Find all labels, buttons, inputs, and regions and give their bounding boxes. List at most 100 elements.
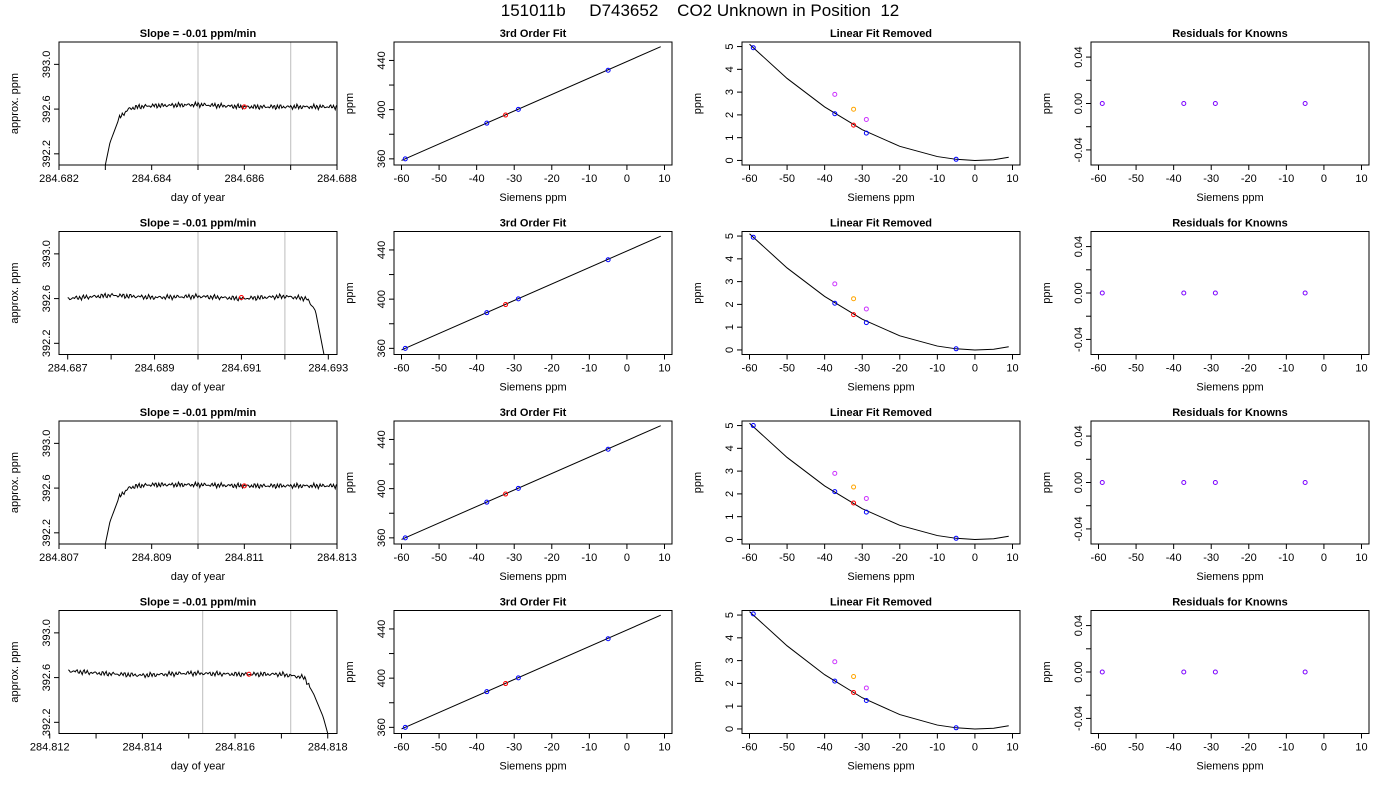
x-tick-label: -50 (431, 552, 447, 564)
x-tick-label: -10 (929, 173, 945, 185)
data-point (750, 234, 756, 240)
x-tick-label: -10 (929, 363, 945, 375)
panel-time-row-2: 284.807 284.809 284.811 284.813 392.2 392.6 39… (9, 407, 357, 583)
data-point (1212, 669, 1218, 675)
x-tick-label: -10 (581, 552, 597, 564)
x-tick-label: -50 (1128, 363, 1144, 375)
x-tick-label: -60 (394, 742, 410, 754)
x-tick-label: 284.691 (222, 363, 262, 375)
x-tick-label: -30 (1203, 173, 1219, 185)
y-tick-label: 4 (724, 256, 736, 262)
data-point (515, 296, 521, 302)
x-tick-label: -10 (581, 742, 597, 754)
y-axis-label: ppm (344, 93, 356, 114)
data-point (503, 491, 509, 497)
x-tick-label: -60 (394, 552, 410, 564)
y-tick-label: 400 (376, 290, 388, 308)
x-tick-label: 284.687 (48, 363, 88, 375)
x-tick-label: 284.682 (39, 173, 79, 185)
panel-title: 3rd Order Fit (500, 218, 567, 230)
data-point (851, 122, 857, 128)
y-tick-label: 400 (376, 100, 388, 118)
panel-fit-row-2: -60 -50 -40 -30 -20 -10 0 10 360 400 440 3rd Order … (344, 407, 673, 583)
y-axis-label: ppm (692, 93, 704, 114)
x-tick-label: -30 (1203, 363, 1219, 375)
x-axis-label: Siemens ppm (847, 571, 914, 583)
plot-frame (741, 610, 1021, 734)
x-tick-label: 10 (1006, 742, 1018, 754)
x-tick-label: 0 (624, 552, 630, 564)
data-point (863, 306, 869, 312)
x-tick-label: -30 (854, 173, 870, 185)
x-tick-label: 284.818 (308, 742, 348, 754)
y-tick-label: 440 (376, 51, 388, 69)
y-axis-label: ppm (344, 282, 356, 303)
data-point (832, 281, 838, 287)
x-tick-label: -20 (892, 173, 908, 185)
x-tick-label: -10 (1278, 363, 1294, 375)
data-point (503, 112, 509, 118)
data-point (863, 130, 869, 136)
data-point (1181, 290, 1187, 296)
x-tick-label: -60 (1091, 363, 1107, 375)
x-tick-label: 0 (624, 363, 630, 375)
x-tick-label: -30 (854, 552, 870, 564)
panel-title: Linear Fit Removed (830, 597, 932, 609)
plot-frame (393, 610, 673, 734)
y-axis-label: ppm (692, 661, 704, 682)
x-tick-label: -10 (1278, 552, 1294, 564)
x-tick-label: 10 (1355, 173, 1367, 185)
x-tick-label: -20 (1241, 173, 1257, 185)
data-point (863, 320, 869, 326)
y-tick-label: 3 (724, 658, 736, 664)
data-point (1302, 480, 1308, 485)
data-point (851, 312, 857, 318)
data-point (1302, 101, 1308, 106)
data-point (605, 446, 611, 452)
x-tick-label: -40 (817, 742, 833, 754)
x-tick-label: 284.811 (225, 552, 264, 564)
x-tick-label: -50 (779, 552, 795, 564)
y-axis-label: approx. ppm (9, 452, 21, 513)
x-tick-label: 10 (658, 552, 670, 564)
y-axis-label: ppm (344, 661, 356, 682)
data-point (750, 423, 756, 429)
data-point (832, 470, 838, 476)
y-tick-label: 1 (724, 324, 736, 330)
x-tick-label: 284.689 (135, 363, 175, 375)
y-tick-label: 0 (724, 726, 736, 732)
data-point (832, 489, 838, 495)
x-tick-label: 10 (1006, 363, 1018, 375)
y-tick-label: 393.0 (41, 430, 53, 458)
panel-title: 3rd Order Fit (500, 597, 567, 609)
x-tick-label: 284.807 (39, 552, 79, 564)
data-point (851, 106, 857, 112)
x-tick-label: -40 (1166, 742, 1182, 754)
data-point (484, 310, 490, 316)
x-tick-label: -60 (1091, 742, 1107, 754)
y-tick-label: 392.2 (41, 519, 53, 547)
y-tick-label: 440 (376, 241, 388, 259)
x-tick-label: 0 (624, 173, 630, 185)
y-tick-label: 3 (724, 279, 736, 285)
x-tick-label: -50 (779, 363, 795, 375)
y-tick-label: 392.6 (41, 664, 53, 692)
data-trace-line (104, 480, 337, 544)
panel-title: Residuals for Knowns (1172, 407, 1288, 419)
x-tick-label: 284.693 (308, 363, 348, 375)
y-axis-label: ppm (1041, 661, 1053, 682)
data-point (1302, 669, 1308, 675)
fit-curve-line (401, 425, 661, 540)
data-point (750, 611, 756, 617)
x-tick-label: -60 (742, 363, 758, 375)
plot-frame (393, 420, 673, 545)
x-tick-label: -10 (1278, 173, 1294, 185)
data-point (238, 294, 244, 300)
x-tick-label: -30 (1203, 742, 1219, 754)
x-tick-label: -60 (742, 742, 758, 754)
data-point (863, 116, 869, 122)
y-tick-label: 0 (724, 536, 736, 542)
x-tick-label: 10 (1355, 363, 1367, 375)
x-tick-label: 10 (1355, 742, 1367, 754)
x-tick-label: -30 (854, 363, 870, 375)
